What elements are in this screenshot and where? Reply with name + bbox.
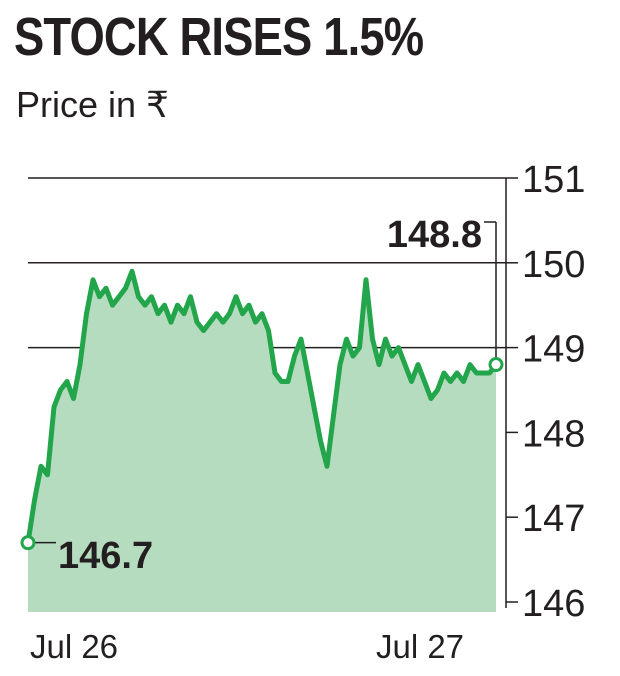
y-tick-label: 151 (522, 159, 585, 201)
price-area (28, 271, 496, 612)
y-tick-label: 146 (522, 583, 585, 625)
y-tick-label: 147 (522, 498, 585, 540)
x-tick-label: Jul 27 (376, 628, 464, 665)
y-tick-label: 150 (522, 244, 585, 286)
chart-subtitle: Price in ₹ (16, 84, 169, 125)
y-axis: 151 150 149 148 147 146 (505, 159, 585, 625)
end-value-label: 148.8 (387, 214, 482, 256)
end-point-marker (488, 357, 504, 373)
start-value-label: 146.7 (58, 535, 153, 577)
chart-title: STOCK RISES 1.5% (14, 7, 424, 67)
start-point-marker (20, 535, 36, 551)
x-tick-label: Jul 26 (30, 628, 118, 665)
y-tick-label: 148 (522, 413, 585, 455)
price-line (25, 268, 499, 546)
x-axis: Jul 26 Jul 27 (30, 628, 464, 665)
y-tick-label: 149 (522, 329, 585, 371)
